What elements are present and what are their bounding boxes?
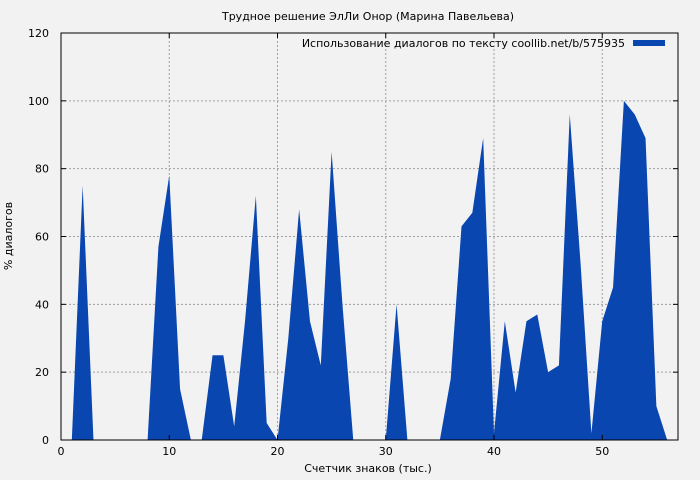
x-tick-label: 10	[162, 445, 176, 458]
y-tick-label: 80	[35, 163, 49, 176]
y-axis-label: % диалогов	[2, 202, 15, 270]
chart-title: Трудное решение ЭлЛи Онор (Марина Павель…	[221, 10, 514, 23]
x-tick-label: 40	[487, 445, 501, 458]
x-tick-label: 20	[270, 445, 284, 458]
y-tick-label: 20	[35, 366, 49, 379]
y-tick-label: 120	[28, 27, 49, 40]
x-axis-label: Счетчик знаков (тыс.)	[304, 462, 432, 475]
x-tick-label: 0	[58, 445, 65, 458]
y-tick-label: 100	[28, 95, 49, 108]
x-tick-label: 50	[595, 445, 609, 458]
y-tick-label: 40	[35, 298, 49, 311]
series-area	[71, 100, 668, 440]
y-tick-label: 60	[35, 231, 49, 244]
legend: Использование диалогов по тексту coollib…	[302, 37, 665, 50]
legend-label: Использование диалогов по тексту coollib…	[302, 37, 625, 50]
legend-swatch	[633, 40, 665, 46]
y-tick-label: 0	[42, 434, 49, 447]
x-tick-label: 30	[379, 445, 393, 458]
axis-ticks: 0 10 20 30 40 50 0 20 40 60 80 100 120	[28, 27, 678, 458]
grid	[61, 33, 678, 440]
